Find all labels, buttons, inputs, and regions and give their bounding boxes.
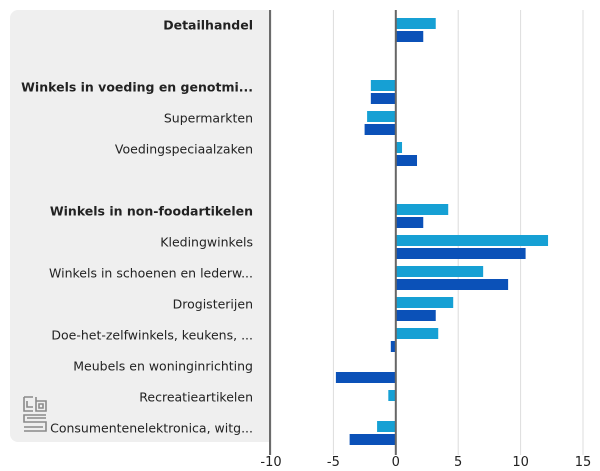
x-tick-label: 0 xyxy=(391,455,400,470)
bar-series-2 xyxy=(364,124,396,135)
category-label: Winkels in non-foodartikelen xyxy=(49,203,253,219)
x-tick-label: 5 xyxy=(454,455,463,470)
bar-series-1 xyxy=(388,390,396,401)
category-label: Winkels in voeding en genotmi... xyxy=(21,79,253,95)
bar-series-1 xyxy=(395,204,449,215)
bar-series-1 xyxy=(370,80,396,91)
category-label: Drogisterijen xyxy=(172,296,253,312)
category-label: Recreatieartikelen xyxy=(139,389,253,405)
bar-series-1 xyxy=(395,235,549,246)
bar-series-2 xyxy=(390,341,396,352)
x-tick-label: -10 xyxy=(260,455,282,470)
category-label: Doe-het-zelfwinkels, keukens, ... xyxy=(51,327,253,343)
bar-series-2 xyxy=(370,93,396,104)
bar-series-2 xyxy=(395,31,424,42)
bar-series-2 xyxy=(395,217,424,228)
bar-series-1 xyxy=(395,266,484,277)
cbs-logo-icon xyxy=(23,396,47,432)
bar-series-1 xyxy=(395,18,436,29)
x-tick-label: 15 xyxy=(574,455,592,470)
bar-series-1 xyxy=(367,111,396,122)
category-label: Voedingspeciaalzaken xyxy=(114,141,253,157)
bar-series-2 xyxy=(395,310,436,321)
bar-series-2 xyxy=(335,372,396,383)
bar-series-2 xyxy=(349,434,396,445)
category-label: Kledingwinkels xyxy=(160,234,253,250)
x-tick-label: 10 xyxy=(512,455,529,470)
category-label: Winkels in schoenen en lederw... xyxy=(49,265,253,281)
category-label-panel xyxy=(10,10,270,442)
bar-series-1 xyxy=(395,328,439,339)
bar-series-1 xyxy=(395,297,454,308)
bar-series-2 xyxy=(395,248,526,259)
bar-series-1 xyxy=(377,421,396,432)
x-tick-label: -5 xyxy=(326,455,340,470)
category-label: Consumentenelektronica, witg... xyxy=(50,420,253,436)
category-label: Meubels en woninginrichting xyxy=(73,358,253,374)
category-label: Supermarkten xyxy=(163,110,253,126)
category-axis-line xyxy=(269,10,271,455)
bar-series-1 xyxy=(395,142,403,153)
bar-series-2 xyxy=(395,279,509,290)
category-label: Detailhandel xyxy=(163,17,253,33)
bar-series-2 xyxy=(395,155,418,166)
